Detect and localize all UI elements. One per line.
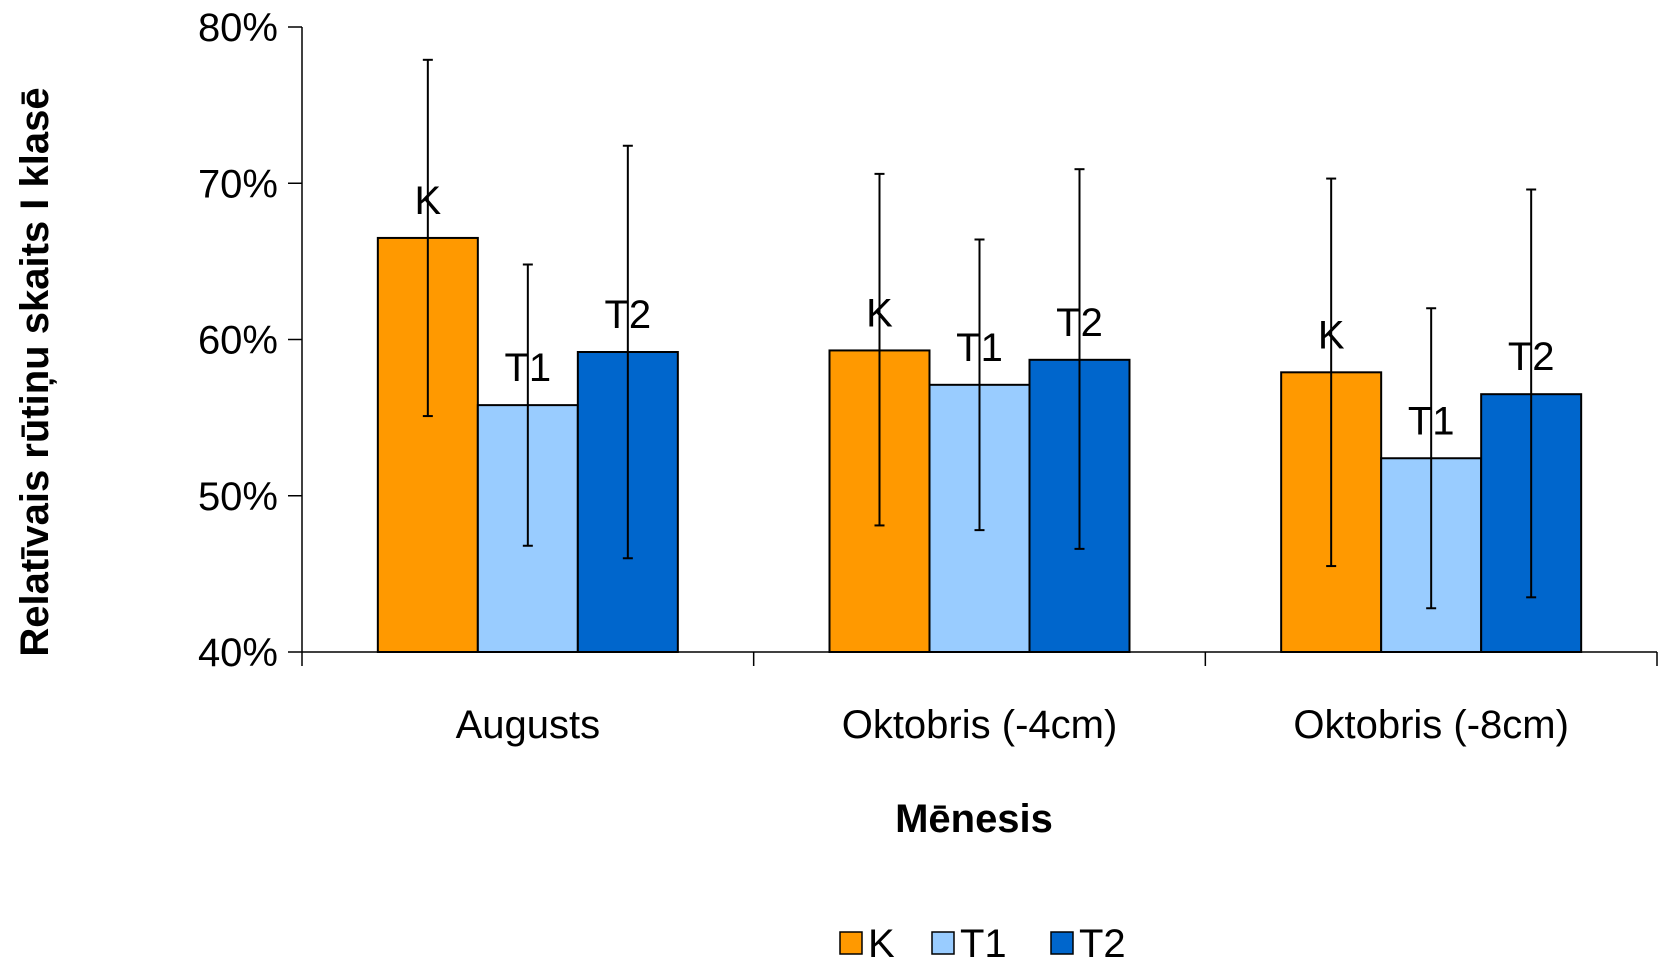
data-label-t1: T1 — [504, 346, 551, 390]
category-label: Oktobris (-8cm) — [1293, 703, 1569, 747]
y-tick-label: 60% — [198, 319, 278, 363]
data-label-k: K — [1318, 313, 1345, 357]
x-ticks — [301, 652, 1658, 666]
category-label: Oktobris (-4cm) — [842, 703, 1118, 747]
data-label-t1: T1 — [956, 326, 1003, 370]
data-label-t2: T2 — [604, 293, 651, 337]
category-label: Augusts — [456, 703, 601, 747]
data-label-t1: T1 — [1408, 399, 1455, 443]
data-label-t2: T2 — [1056, 301, 1103, 345]
data-label-k: K — [866, 291, 893, 335]
category-labels: Augusts Oktobris (-4cm) Oktobris (-8cm) — [456, 703, 1569, 747]
y-ticks: 40% 50% 60% 70% 80% — [198, 6, 302, 675]
legend-swatch-t1 — [931, 931, 955, 955]
legend-swatch-k — [839, 931, 863, 955]
error-bars — [422, 58, 1537, 610]
legend-label-t2: T2 — [1079, 922, 1126, 966]
legend: K T1 T2 — [839, 922, 1126, 966]
y-tick-label: 50% — [198, 475, 278, 519]
y-tick-label: 70% — [198, 162, 278, 206]
x-axis-title: Mēnesis — [895, 797, 1053, 841]
legend-swatch-t2 — [1050, 931, 1074, 955]
legend-label-t1: T1 — [960, 922, 1007, 966]
y-tick-label: 40% — [198, 631, 278, 675]
plot-area: 40% 50% 60% 70% 80% K T1 T2 K T1 T2 K T1 T2 Augusts O… — [198, 6, 1658, 747]
y-tick-label: 80% — [198, 6, 278, 50]
legend-label-k: K — [868, 922, 895, 966]
data-labels: K T1 T2 K T1 T2 K T1 T2 — [414, 179, 1554, 443]
y-axis-title: Relatīvais rūtiņu skaits I klasē — [13, 87, 57, 656]
data-label-k: K — [414, 179, 441, 223]
data-label-t2: T2 — [1508, 335, 1555, 379]
